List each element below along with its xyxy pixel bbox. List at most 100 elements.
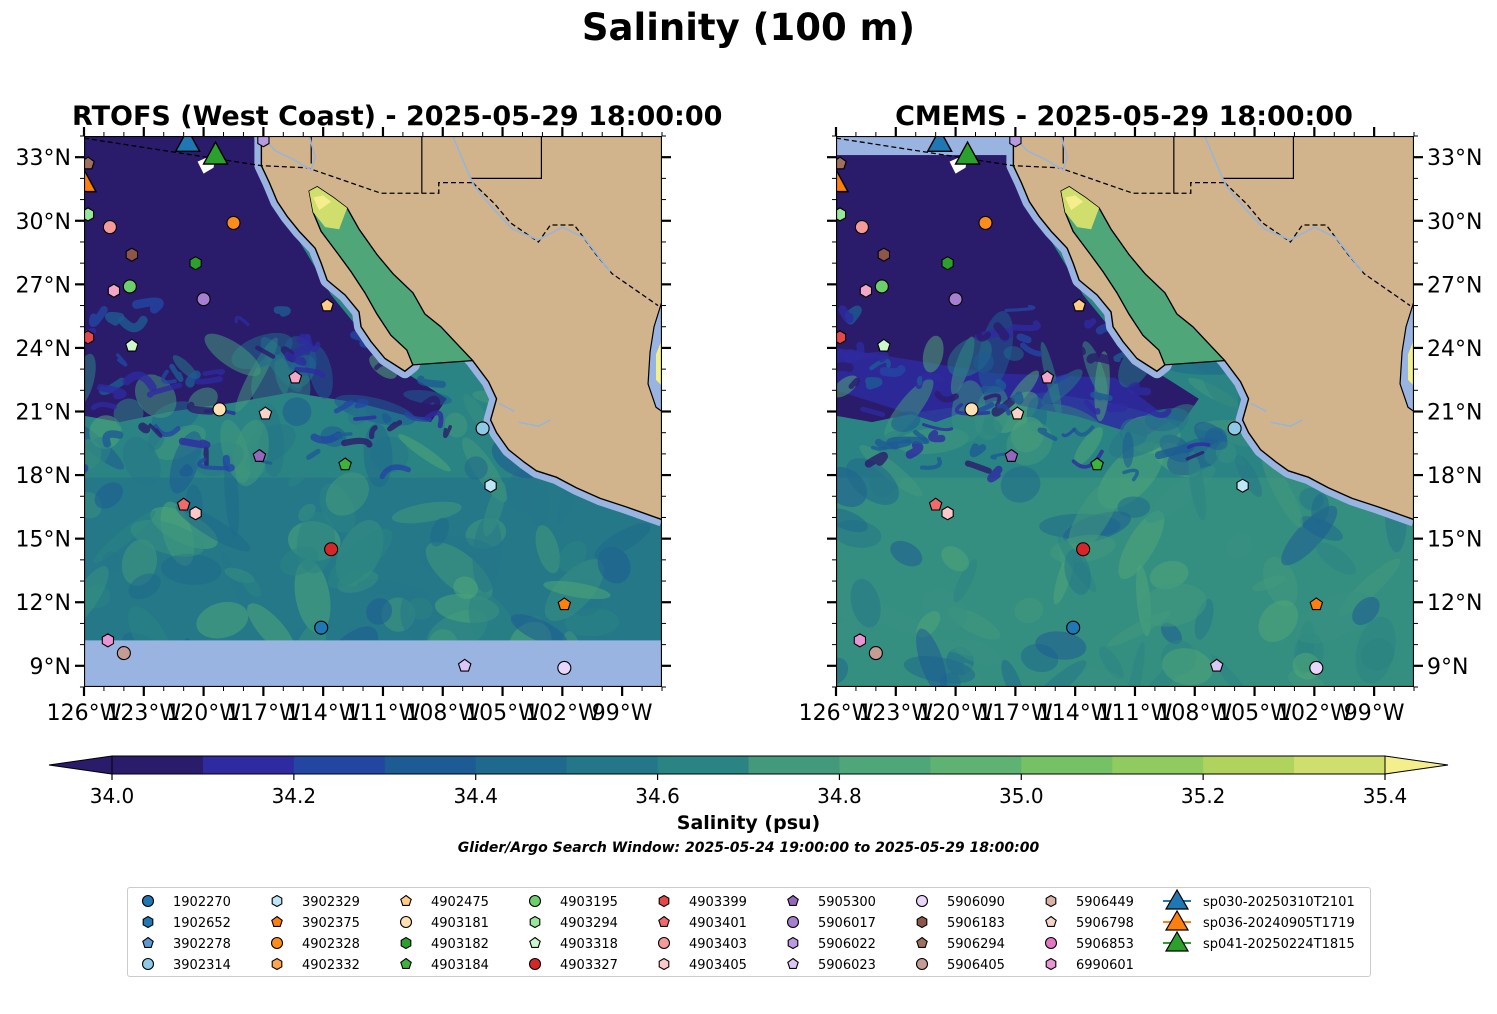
lat-tick-label: 12°N [16, 591, 71, 616]
float-marker-5906183[interactable] [125, 247, 139, 262]
float-marker-4903181[interactable] [212, 402, 227, 417]
float-marker-4902475[interactable] [320, 298, 334, 312]
float-marker-6990601[interactable] [101, 633, 115, 648]
float-marker-4903184[interactable] [1090, 457, 1104, 471]
lat-tick-label: 30°N [16, 210, 71, 235]
float-marker-4903401[interactable] [176, 497, 191, 511]
float-marker-4903318[interactable] [877, 338, 891, 352]
float-marker-5906023[interactable] [457, 658, 472, 672]
legend-marker-4903399 [658, 894, 670, 908]
legend-glider-marker-sp030-20250310T2101 [1164, 888, 1190, 910]
legend-marker-5906090 [915, 894, 929, 908]
colorbar: 34.0 34.2 34.4 34.6 34.8 35.0 35.2 35.4 [48, 755, 1449, 808]
float-marker-4903399[interactable] [836, 330, 847, 345]
float-marker-5906017[interactable] [948, 292, 963, 307]
float-marker-1902270[interactable] [314, 620, 329, 635]
float-marker-unlabeled-32[interactable] [288, 370, 303, 384]
glider-marker-sp036-20240905T1719[interactable] [836, 168, 850, 193]
float-marker-4903327[interactable] [324, 542, 339, 557]
float-marker-4903294[interactable] [84, 207, 95, 222]
float-marker-5906022[interactable] [1009, 136, 1022, 148]
colorbar-bin [566, 756, 659, 774]
float-marker-5905300[interactable] [1004, 448, 1019, 462]
lat-tick-label: 21°N [1427, 401, 1482, 426]
float-marker-5906405[interactable] [868, 646, 883, 661]
lat-tick-label: 27°N [1427, 273, 1482, 298]
legend-label: 5905300 [818, 895, 876, 910]
float-marker-unlabeled-32[interactable] [1040, 370, 1055, 384]
float-marker-4903181[interactable] [964, 402, 979, 417]
lat-tick-label: 18°N [1427, 464, 1482, 489]
float-marker-4903327[interactable] [1076, 542, 1091, 557]
float-marker-1902270[interactable] [1066, 620, 1081, 635]
float-marker-4903182[interactable] [189, 256, 202, 271]
float-marker-5906294[interactable] [836, 156, 847, 170]
float-marker-5906405[interactable] [116, 646, 131, 661]
legend-label: 4903318 [560, 937, 618, 952]
legend-label: 4902475 [431, 895, 489, 910]
float-marker-3902375[interactable] [1309, 597, 1324, 611]
legend-label: 4903195 [560, 895, 618, 910]
float-marker-4903294[interactable] [836, 207, 847, 222]
float-marker-4903399[interactable] [84, 330, 95, 345]
legend-label: 4903405 [689, 958, 747, 973]
float-marker-4903195[interactable] [874, 279, 889, 294]
float-marker-5906798[interactable] [1010, 406, 1025, 420]
legend-label: 4903184 [431, 958, 489, 973]
glider-marker-sp041-20250224T1815[interactable] [954, 140, 981, 165]
float-marker-4902475[interactable] [1072, 298, 1086, 312]
float-marker-3902314[interactable] [1227, 421, 1242, 436]
lat-tick-label: 21°N [16, 401, 71, 426]
colorbar-bin [1112, 756, 1204, 774]
float-marker-4903403[interactable] [102, 220, 117, 235]
lat-tick-label: 9°N [30, 655, 71, 680]
float-marker-4902328[interactable] [978, 215, 993, 230]
float-marker-4903195[interactable] [122, 279, 137, 294]
float-marker-4902328[interactable] [226, 215, 241, 230]
float-marker-4903184[interactable] [338, 457, 352, 471]
float-marker-4903401[interactable] [928, 497, 943, 511]
legend-marker-4902328 [270, 936, 284, 950]
lon-tick-label: 108°W [1157, 701, 1232, 726]
float-marker-5905300[interactable] [252, 448, 267, 462]
float-marker-3902329[interactable] [1236, 478, 1249, 493]
map-rtofs[interactable] [84, 136, 662, 687]
lon-tick-label: 126°W [799, 701, 874, 726]
float-marker-4903318[interactable] [125, 338, 139, 352]
float-marker-5906090[interactable] [1309, 660, 1324, 675]
float-marker-5906017[interactable] [196, 292, 211, 307]
float-marker-4903403[interactable] [854, 220, 869, 235]
float-marker-5906294[interactable] [84, 156, 95, 170]
colorbar-extend-max [1384, 755, 1449, 775]
float-marker-5906023[interactable] [1209, 658, 1224, 672]
legend-label: 4903403 [689, 937, 747, 952]
legend-marker-4902475 [400, 894, 412, 906]
float-marker-3902314[interactable] [475, 421, 490, 436]
glider-marker-sp036-20240905T1719[interactable] [84, 168, 98, 193]
lon-tick-label: 117°W [226, 701, 301, 726]
legend-marker-5906183 [916, 915, 928, 929]
legend-label: 3902278 [173, 937, 231, 952]
float-marker-4903182[interactable] [941, 256, 954, 271]
float-marker-3902329[interactable] [484, 478, 497, 493]
float-marker-5906183[interactable] [877, 247, 891, 262]
lon-tick-label: 105°W [1217, 701, 1292, 726]
float-marker-5906798[interactable] [258, 406, 273, 420]
glider-marker-sp030-20250310T2101[interactable] [174, 136, 201, 153]
glider-marker-sp030-20250310T2101[interactable] [926, 136, 953, 153]
float-marker-5906090[interactable] [557, 660, 572, 675]
lat-tick-label: 15°N [16, 528, 71, 553]
float-marker-unlabeled-33[interactable] [859, 283, 873, 298]
float-marker-3902375[interactable] [557, 597, 572, 611]
glider-marker-sp041-20250224T1815[interactable] [202, 140, 229, 165]
float-marker-5906022[interactable] [257, 136, 270, 148]
float-marker-4903405[interactable] [941, 506, 954, 521]
lat-tick-label: 27°N [16, 273, 71, 298]
float-marker-unlabeled-33[interactable] [107, 283, 121, 298]
float-marker-4903405[interactable] [189, 506, 202, 521]
legend-marker-4903318 [529, 936, 541, 948]
legend-label: 5906449 [1076, 895, 1134, 910]
float-marker-6990601[interactable] [853, 633, 867, 648]
legend-marker-5906798 [1045, 915, 1057, 927]
map-cmems[interactable] [836, 136, 1414, 687]
